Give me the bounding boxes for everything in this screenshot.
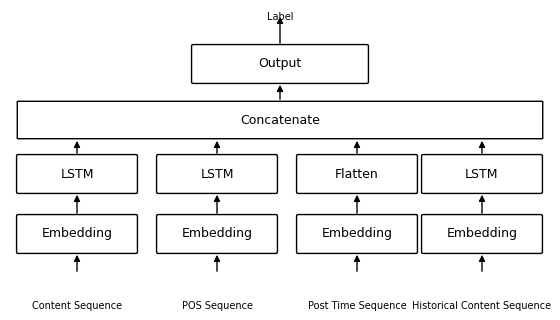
Text: Historical Content Sequence: Historical Content Sequence [412, 301, 552, 311]
FancyBboxPatch shape [422, 155, 543, 193]
FancyBboxPatch shape [157, 155, 277, 193]
Text: Post Time Sequence: Post Time Sequence [307, 301, 407, 311]
Text: Embedding: Embedding [321, 228, 393, 241]
Text: Concatenate: Concatenate [240, 114, 320, 126]
FancyBboxPatch shape [422, 214, 543, 253]
Text: LSTM: LSTM [60, 167, 94, 180]
FancyBboxPatch shape [17, 214, 137, 253]
FancyBboxPatch shape [157, 214, 277, 253]
FancyBboxPatch shape [297, 155, 417, 193]
Text: POS Sequence: POS Sequence [181, 301, 253, 311]
Text: Flatten: Flatten [335, 167, 379, 180]
Text: Label: Label [267, 12, 293, 22]
FancyBboxPatch shape [17, 155, 137, 193]
FancyBboxPatch shape [17, 101, 543, 139]
FancyBboxPatch shape [192, 44, 368, 84]
Text: Content Sequence: Content Sequence [32, 301, 122, 311]
FancyBboxPatch shape [297, 214, 417, 253]
Text: Embedding: Embedding [41, 228, 113, 241]
Text: Output: Output [258, 58, 302, 70]
Text: LSTM: LSTM [465, 167, 499, 180]
Text: LSTM: LSTM [200, 167, 234, 180]
Text: Embedding: Embedding [181, 228, 253, 241]
Text: Embedding: Embedding [446, 228, 517, 241]
